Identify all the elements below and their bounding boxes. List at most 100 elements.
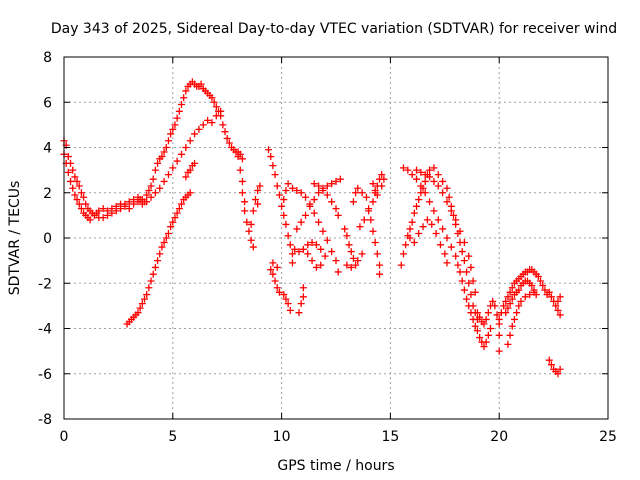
data-point [315,189,323,197]
data-point [169,125,177,133]
data-point [299,245,307,253]
data-point [417,182,425,190]
data-point [323,236,331,244]
data-point [280,211,288,219]
data-point [282,220,290,228]
data-point [208,94,216,102]
x-axis-title: GPS time / hours [277,458,394,474]
data-point [415,229,423,237]
y-tick-label: -2 [38,276,52,292]
data-point [506,331,514,339]
data-point [434,216,442,224]
data-point [204,116,212,124]
data-point [160,239,168,247]
data-point [125,198,133,206]
data-point [317,245,325,253]
data-point [528,282,536,290]
data-point [341,225,349,233]
series-track-r [399,164,462,269]
data-point [160,148,168,156]
data-point [554,370,562,378]
data-point [254,200,262,208]
data-point [275,191,283,199]
data-point [495,347,503,355]
data-point [282,295,290,303]
data-point [545,356,553,364]
data-point [319,186,327,194]
data-point [332,257,340,265]
data-point [537,277,545,285]
data-point [143,291,151,299]
data-point [410,239,418,247]
y-tick-label: 8 [43,50,52,66]
data-point [302,193,310,201]
data-point [243,218,251,226]
series-track-t [406,216,451,267]
data-point [147,182,155,190]
data-point [378,171,386,179]
data-point [182,144,190,151]
series-track-q [397,166,434,269]
data-point [428,220,436,228]
data-point [64,153,72,161]
data-point [371,239,379,247]
data-point [360,216,368,224]
data-point [415,196,423,204]
series-track-e [234,153,264,251]
y-tick-label: 4 [43,141,52,157]
data-point [245,227,253,235]
series-track-k [291,239,329,271]
data-point [273,182,281,190]
data-point [247,236,255,244]
data-point [143,191,151,199]
data-point [225,139,233,147]
data-point [134,309,142,317]
data-point [149,270,157,278]
data-point [134,198,142,206]
data-point [77,189,85,197]
data-point [349,198,357,206]
data-point [421,177,429,185]
data-point [73,196,81,204]
data-point [221,128,229,136]
data-point [151,166,159,174]
x-tick-labels: 0 5 10 15 20 25 [60,429,617,445]
data-point [463,268,471,276]
data-point [410,209,418,217]
data-point [439,225,447,233]
data-point [138,196,146,204]
data-point [291,245,299,253]
data-point [328,198,336,206]
data-point [530,288,538,296]
data-point [180,94,188,102]
data-point [369,198,377,206]
data-point [373,250,381,258]
data-point [162,144,170,151]
series-track-m [341,225,366,271]
data-point [149,175,157,183]
data-point [358,189,366,197]
data-point [556,293,564,301]
data-point [343,261,351,269]
data-point [267,153,275,161]
y-tick-labels: -8 -6 -4 -2 0 2 4 6 8 [38,50,52,428]
series-track-z [504,288,538,348]
data-point [297,218,305,226]
y-tick-label: -8 [38,412,52,428]
data-point [288,184,296,192]
data-point [439,177,447,185]
data-point [267,266,275,274]
data-point [471,288,479,296]
data-point [463,295,471,303]
data-point [141,295,149,303]
series-track-f [265,146,296,267]
data-point [432,229,440,237]
data-point [506,288,514,296]
data-point [73,177,81,185]
series-track-i [280,180,342,276]
series-track-l [310,180,342,219]
data-point [265,146,273,154]
data-point [238,177,246,185]
series-track-c [123,189,194,328]
data-point [510,315,518,323]
